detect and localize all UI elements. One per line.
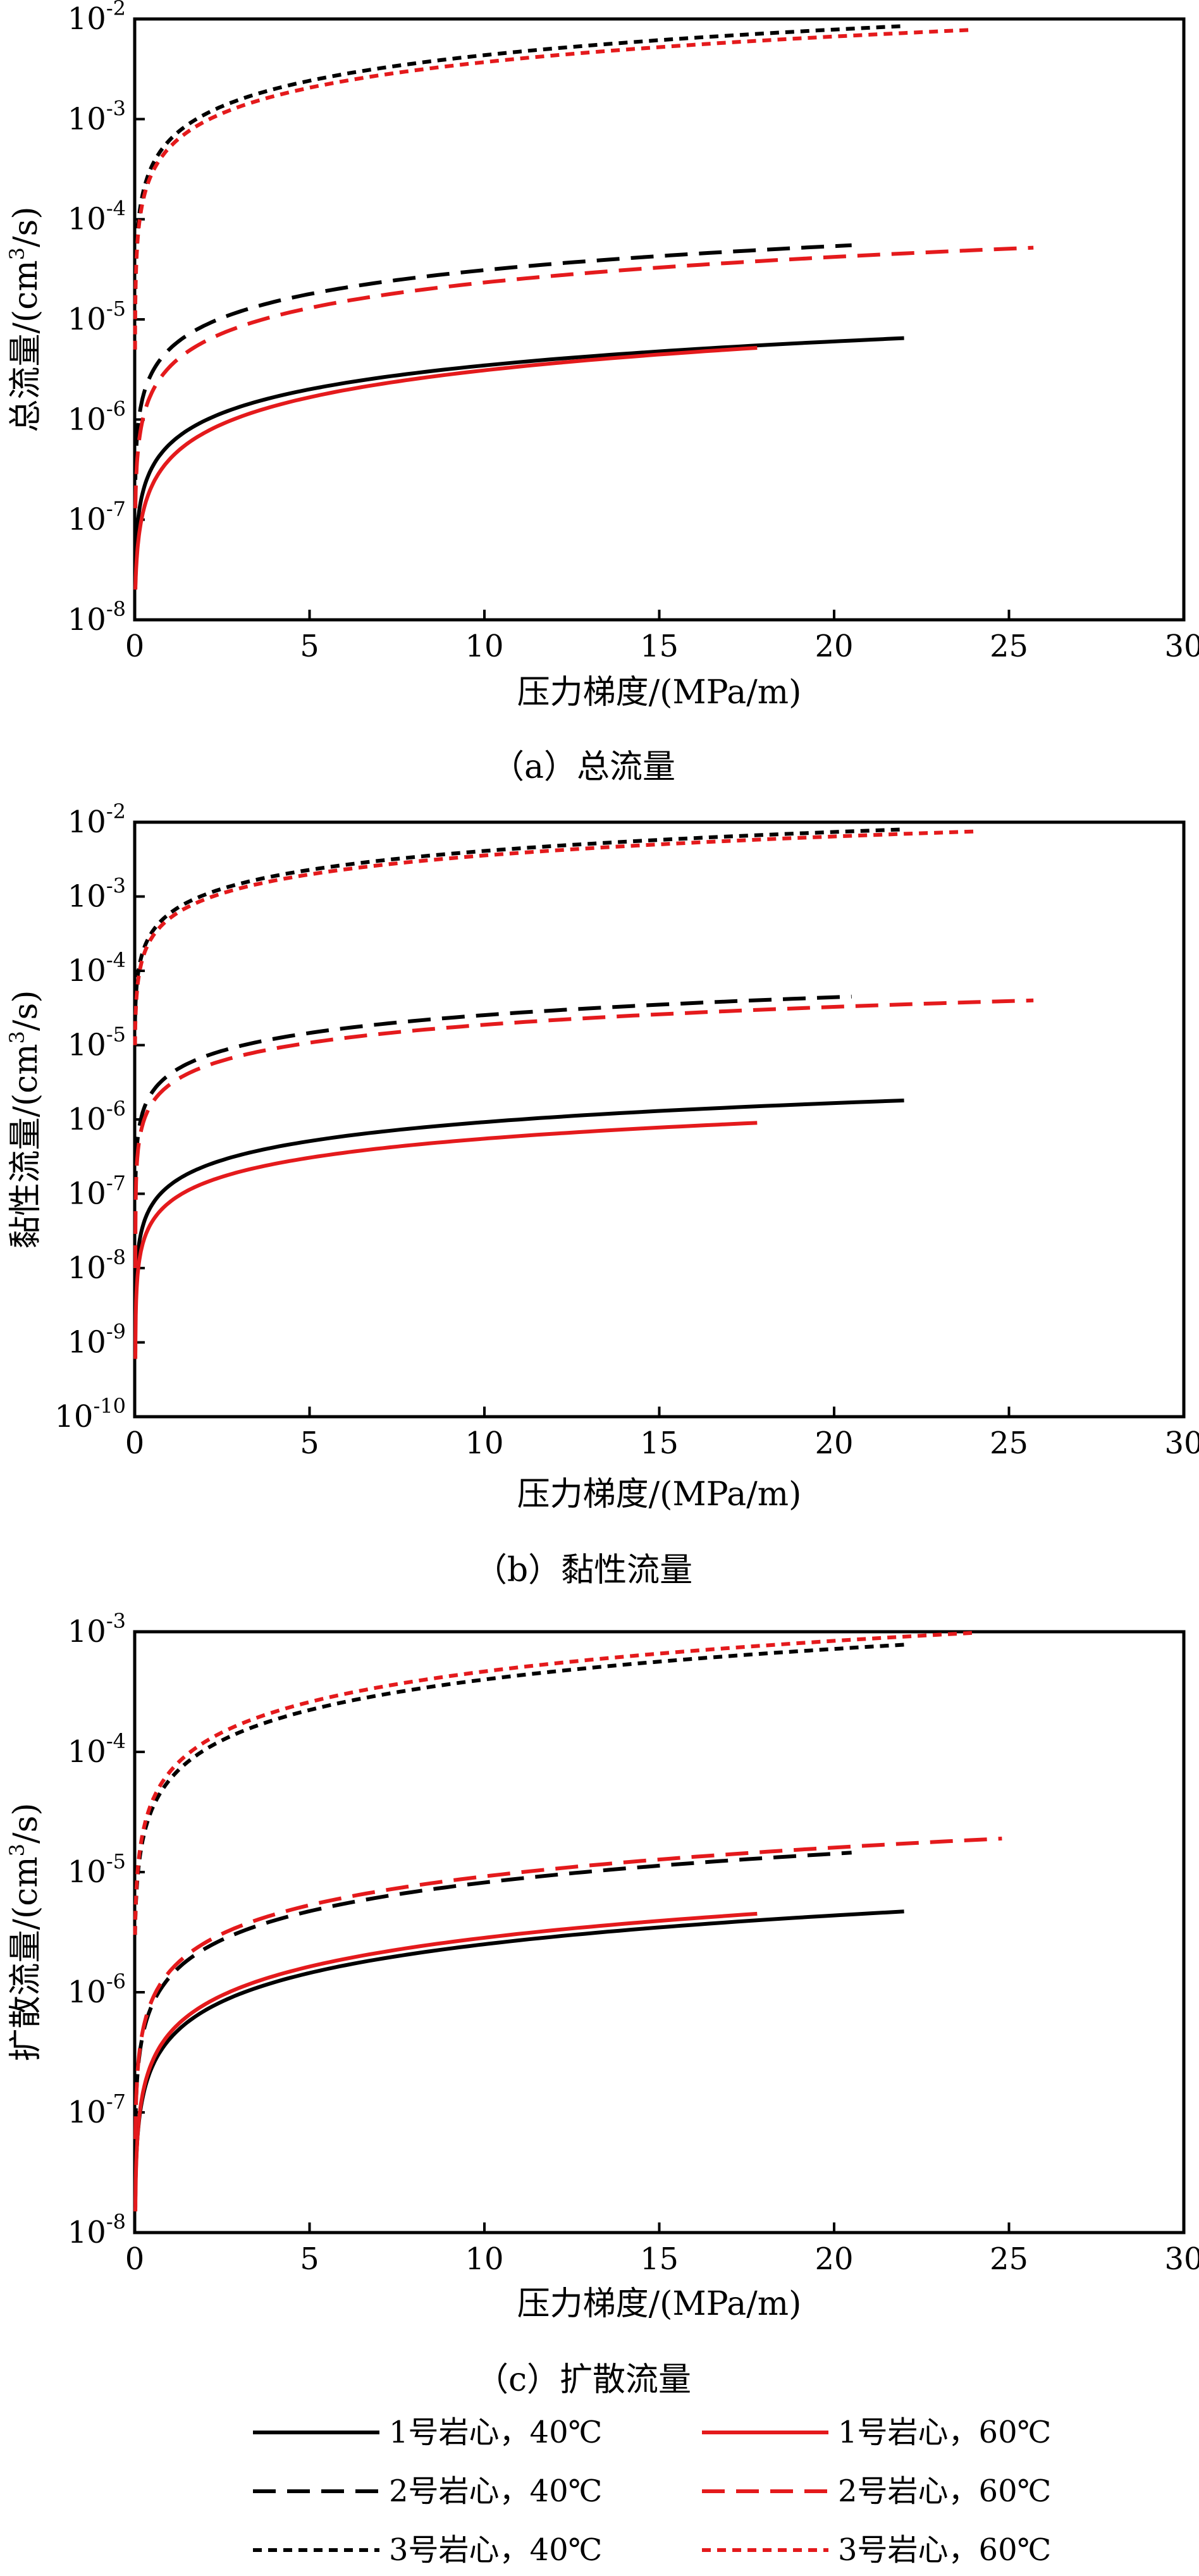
y-tick-label: 10-8 — [68, 1245, 126, 1286]
y-tick-label: 10-3 — [68, 1609, 126, 1649]
x-tick-label: 10 — [465, 2241, 503, 2277]
x-tick-label: 0 — [125, 629, 145, 664]
series-line-1-core-40c — [133, 1099, 904, 1322]
legend-label: 3号岩心，40℃ — [389, 2532, 602, 2568]
x-axis-label: 压力梯度/(MPa/m) — [517, 1476, 802, 1513]
x-tick-label: 15 — [640, 2241, 679, 2277]
series-line-3-core-60c — [133, 829, 975, 1047]
y-axis-label: 扩散流量/(cm3/s) — [5, 1803, 45, 2061]
series-line-2-core-60c — [133, 1837, 1002, 2141]
panel-caption: （b）黏性流量 — [474, 1551, 692, 1589]
series-line-2-core-40c — [133, 243, 852, 482]
legend-label: 1号岩心，40℃ — [389, 2415, 602, 2450]
y-axis-label: 总流量/(cm3/s) — [5, 206, 45, 432]
y-axis-label: 黏性流量/(cm3/s) — [5, 990, 45, 1248]
x-axis-label: 压力梯度/(MPa/m) — [517, 2285, 802, 2323]
y-tick-label: 10-4 — [68, 197, 126, 237]
series-line-3-core-60c — [133, 1630, 975, 1937]
legend-label: 1号岩心，60℃ — [838, 2415, 1051, 2450]
y-tick-label: 10-3 — [68, 96, 126, 137]
y-tick-label: 10-3 — [68, 874, 126, 915]
y-tick-label: 10-8 — [68, 597, 126, 638]
x-tick-label: 25 — [990, 1426, 1028, 1461]
x-tick-label: 15 — [640, 629, 679, 664]
y-tick-label: 10-10 — [54, 1394, 126, 1434]
panel-caption: （a）总流量 — [491, 748, 675, 786]
x-tick-label: 25 — [990, 2241, 1028, 2277]
y-tick-label: 10-5 — [68, 297, 126, 337]
legend-label: 2号岩心，40℃ — [389, 2474, 602, 2509]
series-line-2-core-40c — [133, 994, 852, 1196]
x-tick-label: 30 — [1164, 629, 1199, 664]
x-tick-label: 10 — [465, 629, 503, 664]
x-tick-label: 20 — [815, 629, 853, 664]
series-line-1-core-60c — [133, 346, 758, 592]
x-tick-label: 30 — [1164, 1426, 1199, 1461]
x-tick-label: 30 — [1164, 2241, 1199, 2277]
x-axis-label: 压力梯度/(MPa/m) — [517, 674, 802, 712]
x-tick-label: 5 — [300, 2241, 319, 2277]
y-tick-label: 10-7 — [68, 497, 126, 538]
y-tick-label: 10-6 — [68, 1097, 126, 1137]
y-tick-label: 10-7 — [68, 2090, 126, 2130]
y-tick-label: 10-6 — [68, 397, 126, 437]
y-tick-label: 10-9 — [68, 1320, 126, 1360]
x-tick-label: 0 — [125, 1426, 145, 1461]
panel-caption: （c）扩散流量 — [476, 2361, 691, 2399]
y-tick-label: 10-5 — [68, 1023, 126, 1063]
series-line-3-core-40c — [133, 24, 904, 321]
x-tick-label: 5 — [300, 1426, 319, 1461]
x-tick-label: 15 — [640, 1426, 679, 1461]
chart-panel-c: 0 5 10 15 20 25 30 10-8 10-7 10-6 10-5 10-4 10-3 压力梯度… — [5, 1609, 1199, 2399]
x-tick-label: 25 — [990, 629, 1028, 664]
legend-label: 3号岩心，60℃ — [838, 2532, 1051, 2568]
series-line-1-core-40c — [133, 1909, 904, 2198]
y-tick-label: 10-2 — [68, 0, 126, 37]
x-tick-label: 20 — [815, 1426, 853, 1461]
series-line-2-core-60c — [133, 245, 1034, 510]
y-tick-label: 10-4 — [68, 948, 126, 989]
legend: 1号岩心，40℃ 1号岩心，60℃ 2号岩心，40℃ 2号岩心，60℃ 3号岩心，40℃… — [253, 2415, 1051, 2568]
y-tick-label: 10-7 — [68, 1171, 126, 1212]
y-tick-label: 10-2 — [68, 799, 126, 840]
series-line-1-core-60c — [133, 1121, 758, 1361]
series-line-3-core-60c — [133, 28, 975, 352]
chart-panel-b: 0 5 10 15 20 25 30 10-10 10-9 10-8 10-7 10-6 10-5 10-… — [5, 799, 1199, 1589]
plot-frame — [133, 820, 1186, 1419]
x-tick-label: 5 — [300, 629, 319, 664]
plot-frame — [133, 17, 1186, 622]
x-tick-label: 0 — [125, 2241, 145, 2277]
y-tick-label: 10-8 — [68, 2210, 126, 2250]
y-tick-label: 10-5 — [68, 1849, 126, 1890]
series-line-3-core-40c — [133, 1642, 904, 1937]
y-tick-label: 10-4 — [68, 1729, 126, 1770]
series-line-2-core-60c — [133, 998, 1034, 1269]
plot-frame — [133, 1630, 1186, 2234]
x-tick-label: 10 — [465, 1426, 503, 1461]
y-tick-label: 10-6 — [68, 1969, 126, 2010]
x-tick-label: 20 — [815, 2241, 853, 2277]
series-line-3-core-40c — [133, 827, 904, 1025]
legend-label: 2号岩心，60℃ — [838, 2474, 1051, 2509]
chart-panel-a: 0 5 10 15 20 25 30 10-8 10-7 10-6 10-5 10-4 10-3 10-2… — [5, 0, 1199, 786]
series-line-1-core-40c — [133, 336, 904, 574]
series-line-1-core-60c — [133, 1911, 758, 2214]
